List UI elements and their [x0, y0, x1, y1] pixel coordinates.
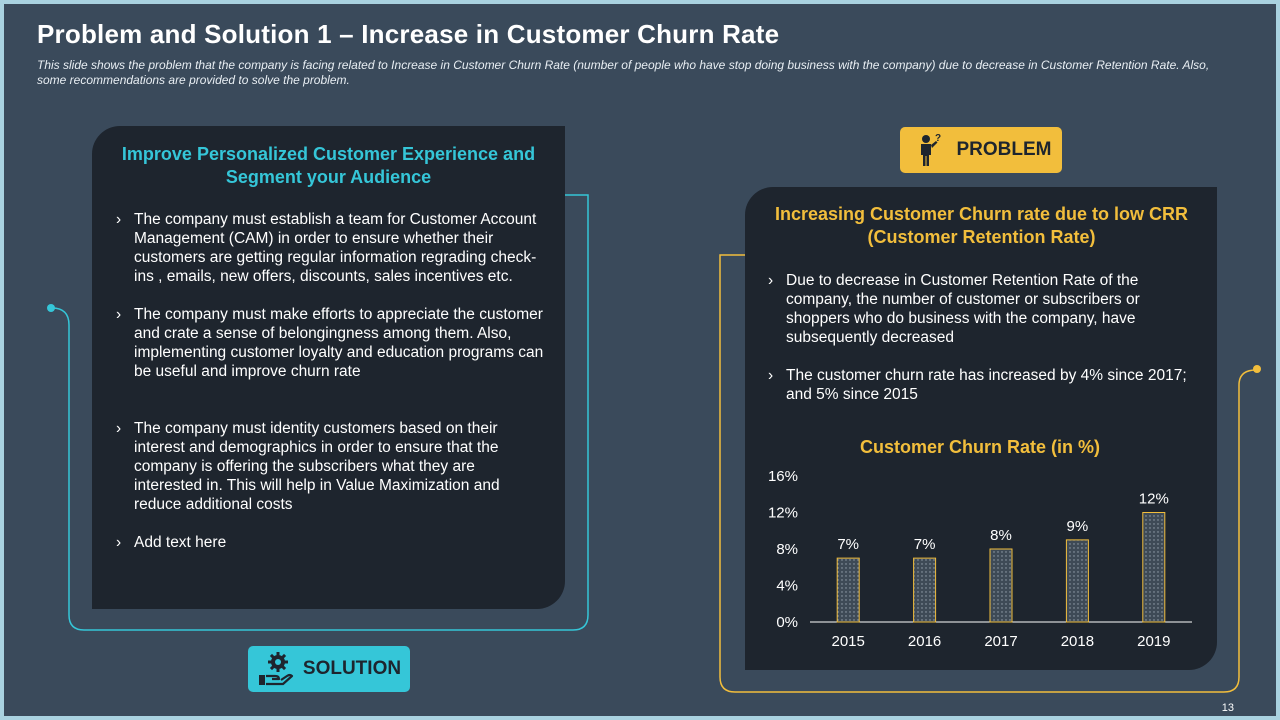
- chart-title: Customer Churn Rate (in %): [859, 437, 1100, 457]
- solution-connector: [51, 194, 589, 631]
- bar-2018: [1065, 539, 1089, 623]
- solution-badge-label: SOLUTION: [302, 658, 402, 679]
- bullet-mark: ›: [768, 367, 774, 384]
- problem-badge: ? PROBLEM: [900, 127, 1062, 173]
- bullet-text: The customer churn rate has increased by…: [786, 367, 1187, 403]
- bullet-text: Add text here: [134, 534, 227, 551]
- solution-panel: [92, 126, 565, 609]
- churn-rate-chart: 0% 4% 8% 12% 16% 7% 2015 7% 2016 8% 2017 9% 2018 12% 2…: [768, 468, 1192, 650]
- problem-connector: [719, 254, 1257, 693]
- data-label: 7%: [914, 536, 936, 553]
- confused-person-icon: ?: [920, 133, 941, 166]
- problem-panel: [745, 187, 1217, 670]
- bullet-text: The company must identity customers base…: [134, 420, 500, 513]
- problem-bullet-list: › Due to decrease in Customer Retention R…: [768, 271, 1188, 404]
- problem-connector-dot: [1253, 365, 1261, 373]
- list-item: › The company must identity customers bas…: [116, 419, 546, 514]
- data-label: 12%: [1139, 491, 1169, 508]
- bullet-mark: ›: [116, 306, 122, 323]
- x-tick-label: 2018: [1061, 633, 1094, 650]
- gear-hand-icon: [258, 652, 294, 686]
- y-tick-label: 16%: [768, 468, 798, 485]
- bullet-mark: ›: [116, 211, 122, 228]
- problem-badge-label: PROBLEM: [956, 139, 1052, 160]
- y-tick-label: 12%: [768, 505, 798, 522]
- page-number: 13: [1221, 702, 1234, 714]
- problem-heading: Increasing Customer Churn rate due to lo…: [774, 204, 1189, 247]
- solution-badge: SOLUTION: [248, 646, 410, 692]
- x-tick-label: 2016: [908, 633, 941, 650]
- list-item: › Due to decrease in Customer Retention R…: [768, 271, 1188, 347]
- bar-2019: [1142, 512, 1166, 623]
- x-tick-label: 2017: [984, 633, 1017, 650]
- bullet-text: The company must establish a team for Cu…: [134, 211, 537, 285]
- bullet-mark: ›: [116, 420, 122, 437]
- list-item: › The company must establish a team for C…: [116, 210, 546, 286]
- solution-bullet-list: › The company must establish a team for C…: [116, 210, 546, 552]
- page-title: Problem and Solution 1 – Increase in Cus…: [37, 19, 780, 49]
- bar-2017: [989, 548, 1013, 623]
- y-tick-label: 0%: [776, 614, 798, 631]
- list-item: › The company must make efforts to apprec…: [116, 305, 546, 381]
- x-tick-label: 2015: [832, 633, 865, 650]
- list-item: › The customer churn rate has increased b…: [768, 366, 1188, 404]
- data-label: 9%: [1067, 518, 1089, 535]
- data-label: 7%: [837, 536, 859, 553]
- svg-text:?: ?: [935, 133, 941, 144]
- bar-2016: [913, 557, 937, 623]
- bullet-mark: ›: [116, 534, 122, 551]
- y-tick-label: 4%: [776, 578, 798, 595]
- bullet-text: The company must make efforts to appreci…: [134, 306, 544, 380]
- bullet-mark: ›: [768, 272, 774, 289]
- page-subtitle: This slide shows the problem that the co…: [37, 58, 1210, 87]
- bar-2015: [836, 557, 860, 623]
- data-label: 8%: [990, 527, 1012, 544]
- solution-connector-dot: [47, 304, 55, 312]
- solution-heading: Improve Personalized Customer Experience…: [121, 144, 536, 187]
- x-tick-label: 2019: [1137, 633, 1170, 650]
- y-tick-label: 8%: [776, 541, 798, 558]
- list-item: › Add text here: [116, 533, 546, 552]
- bullet-text: Due to decrease in Customer Retention Ra…: [786, 272, 1140, 346]
